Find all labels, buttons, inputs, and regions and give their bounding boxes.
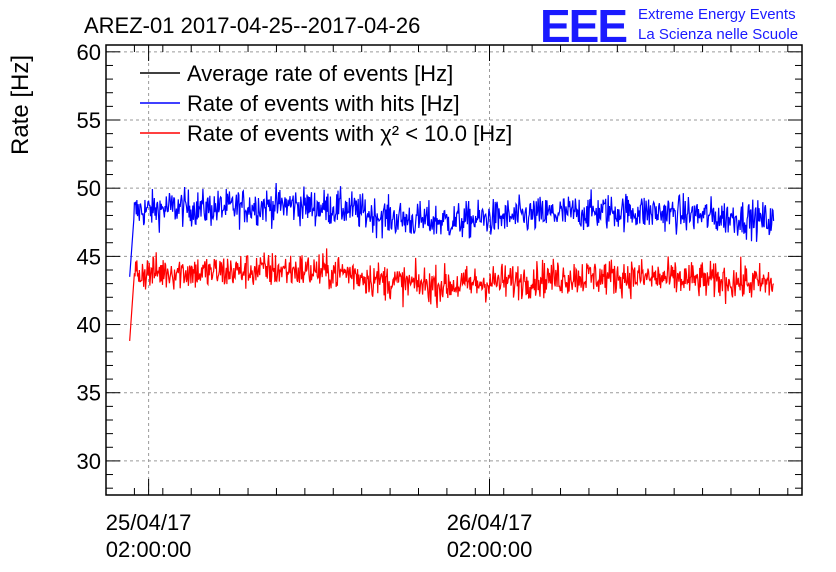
y-tick-label: 55 [77,108,101,133]
x-tick-label-date: 25/04/17 [106,510,192,535]
y-tick-label: 40 [77,313,101,338]
eee-logo: EEE Extreme Energy Events La Scienza nel… [540,0,798,52]
tick-labels: 3035404550556025/04/1702:00:0026/04/1702… [77,40,533,562]
logo-line-2: La Scienza nelle Scuole [638,26,798,43]
y-tick-label: 35 [77,381,101,406]
eee-logo-mark: EEE [540,0,626,52]
legend-label-2: Rate of events with χ² < 10.0 [Hz] [187,121,512,146]
series-line-1 [129,183,775,277]
axis-ticks [105,45,802,495]
y-axis-title: Rate [Hz] [7,55,34,155]
chart-title: AREZ-01 2017-04-25--2017-04-26 [84,13,420,38]
legend-label-1: Rate of events with hits [Hz] [187,91,460,116]
y-tick-label: 50 [77,176,101,201]
x-tick-label-date: 26/04/17 [447,510,533,535]
legend-label-0: Average rate of events [Hz] [187,61,453,86]
series-lines [129,183,775,341]
y-tick-label: 60 [77,40,101,65]
series-line-2 [129,248,775,341]
legend: Average rate of events [Hz] Rate of event… [140,61,512,146]
y-tick-label: 45 [77,244,101,269]
x-tick-label-time: 02:00:00 [447,537,533,562]
y-tick-label: 30 [77,449,101,474]
logo-line-1: Extreme Energy Events [638,6,796,23]
x-tick-label-time: 02:00:00 [106,537,192,562]
